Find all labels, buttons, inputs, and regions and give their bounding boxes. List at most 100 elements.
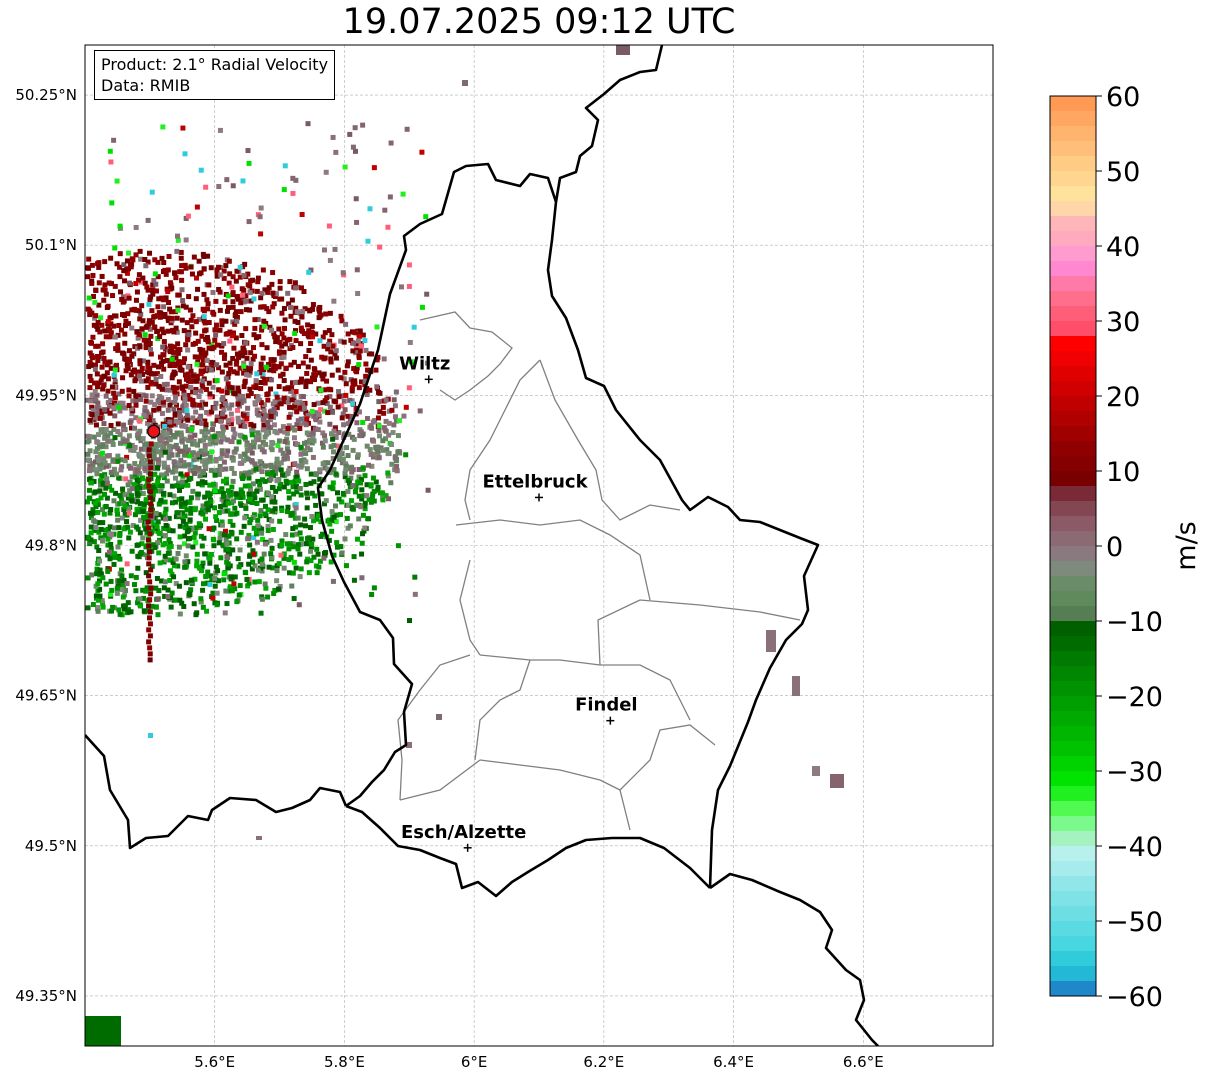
colorbar-band xyxy=(1050,981,1096,997)
x-tick-label: 6.4°E xyxy=(713,1053,754,1071)
colorbar-band xyxy=(1050,861,1096,877)
colorbar-band xyxy=(1050,531,1096,547)
colorbar: 60 50 40 30 20 10 0 −10 −20 −30 −40 −50 −60 m/s xyxy=(1049,82,1202,1013)
colorbar-band xyxy=(1050,621,1096,637)
colorbar-band xyxy=(1050,891,1096,907)
colorbar-tick-label: 50 xyxy=(1106,157,1140,188)
x-tick-label: 5.6°E xyxy=(194,1053,235,1071)
colorbar-band xyxy=(1050,651,1096,667)
colorbar-unit-label: m/s xyxy=(1171,521,1202,570)
radar-echoes xyxy=(85,45,844,1046)
colorbar-band xyxy=(1050,771,1096,787)
colorbar-band xyxy=(1050,276,1096,292)
colorbar-band xyxy=(1050,126,1096,142)
colorbar-band xyxy=(1050,801,1096,817)
map-frame xyxy=(84,44,994,1047)
colorbar-tick-label: −10 xyxy=(1106,607,1163,638)
colorbar-band xyxy=(1050,846,1096,862)
city-labels: Wiltz Ettelbruck Findel Esch/Alzette xyxy=(399,353,638,852)
radar-site-dot xyxy=(147,424,161,438)
colorbar-band xyxy=(1050,876,1096,892)
colorbar-band xyxy=(1050,741,1096,757)
canton-boundary xyxy=(597,599,801,666)
colorbar-band xyxy=(1050,186,1096,202)
colorbar-band xyxy=(1050,501,1096,517)
canton-boundary xyxy=(455,519,651,601)
colorbar-band xyxy=(1050,141,1096,157)
colorbar-band xyxy=(1050,546,1096,562)
colorbar-tick-label: −60 xyxy=(1106,982,1163,1013)
canton-boundary xyxy=(479,759,631,831)
radar-site-marker xyxy=(147,424,161,438)
colorbar-band xyxy=(1050,321,1096,337)
colorbar-band xyxy=(1050,726,1096,742)
colorbar-band xyxy=(1050,486,1096,502)
colorbar-band xyxy=(1050,936,1096,952)
colorbar-tick-label: 20 xyxy=(1106,382,1140,413)
colorbar-band xyxy=(1050,966,1096,982)
canton-boundaries xyxy=(397,311,801,831)
y-tick-label: 49.95°N xyxy=(15,386,77,404)
canton-boundary xyxy=(459,559,481,656)
colorbar-tick-label: 0 xyxy=(1106,532,1123,563)
colorbar-band xyxy=(1050,216,1096,232)
colorbar-band xyxy=(1050,591,1096,607)
canton-boundary xyxy=(619,724,716,791)
colorbar-band xyxy=(1050,441,1096,457)
colorbar-band xyxy=(1050,351,1096,367)
y-axis-ticks: 50.25°N 50.1°N 49.95°N 49.8°N 49.65°N 49.5°N 4… xyxy=(15,86,77,1005)
canton-boundary xyxy=(397,654,471,801)
colorbar-band xyxy=(1050,561,1096,577)
y-tick-label: 49.65°N xyxy=(15,687,77,705)
canton-boundary xyxy=(464,359,541,521)
colorbar-band xyxy=(1050,156,1096,172)
colorbar-band xyxy=(1050,681,1096,697)
product-label: Product: 2.1° Radial Velocity xyxy=(101,55,329,74)
colorbar-band xyxy=(1050,951,1096,967)
colorbar-band xyxy=(1050,711,1096,727)
x-tick-label: 6.2°E xyxy=(583,1053,624,1071)
canton-boundary xyxy=(474,659,531,761)
y-tick-label: 50.25°N xyxy=(15,86,77,104)
city-label: Ettelbruck xyxy=(482,471,588,492)
colorbar-band xyxy=(1050,231,1096,247)
colorbar-band xyxy=(1050,606,1096,622)
colorbar-band xyxy=(1050,471,1096,487)
colorbar-band xyxy=(1050,366,1096,382)
chart-title: 19.07.2025 09:12 UTC xyxy=(342,2,736,42)
colorbar-band xyxy=(1050,456,1096,472)
colorbar-band xyxy=(1050,696,1096,712)
colorbar-band xyxy=(1050,336,1096,352)
y-tick-label: 49.5°N xyxy=(25,837,77,855)
canton-boundary xyxy=(419,311,513,401)
country-border xyxy=(85,734,348,850)
canton-boundary xyxy=(399,759,481,801)
country-border xyxy=(316,162,820,889)
colorbar-band xyxy=(1050,831,1096,847)
colorbar-band xyxy=(1050,576,1096,592)
x-axis-ticks: 5.6°E 5.8°E 6°E 6.2°E 6.4°E 6.6°E xyxy=(194,1053,883,1071)
x-tick-label: 6°E xyxy=(461,1053,488,1071)
colorbar-band xyxy=(1050,96,1096,112)
y-tick-label: 49.8°N xyxy=(25,537,77,555)
colorbar-tick-label: −20 xyxy=(1106,682,1163,713)
colorbar-band xyxy=(1050,756,1096,772)
colorbar-band xyxy=(1050,246,1096,262)
colorbar-band xyxy=(1050,636,1096,652)
y-tick-label: 50.1°N xyxy=(25,236,77,254)
colorbar-tick-label: −40 xyxy=(1106,832,1163,863)
x-tick-label: 5.8°E xyxy=(324,1053,365,1071)
city-label: Wiltz xyxy=(399,353,450,374)
colorbar-tick-label: −30 xyxy=(1106,757,1163,788)
colorbar-band xyxy=(1050,306,1096,322)
colorbar-tick-label: 60 xyxy=(1106,82,1140,113)
country-borders xyxy=(85,45,879,1046)
colorbar-band xyxy=(1050,921,1096,937)
colorbar-band xyxy=(1050,381,1096,397)
colorbar-tick-label: 40 xyxy=(1106,232,1140,263)
y-tick-label: 49.35°N xyxy=(15,987,77,1005)
colorbar-band xyxy=(1050,111,1096,127)
canton-boundary xyxy=(539,359,681,521)
country-border xyxy=(345,804,711,898)
